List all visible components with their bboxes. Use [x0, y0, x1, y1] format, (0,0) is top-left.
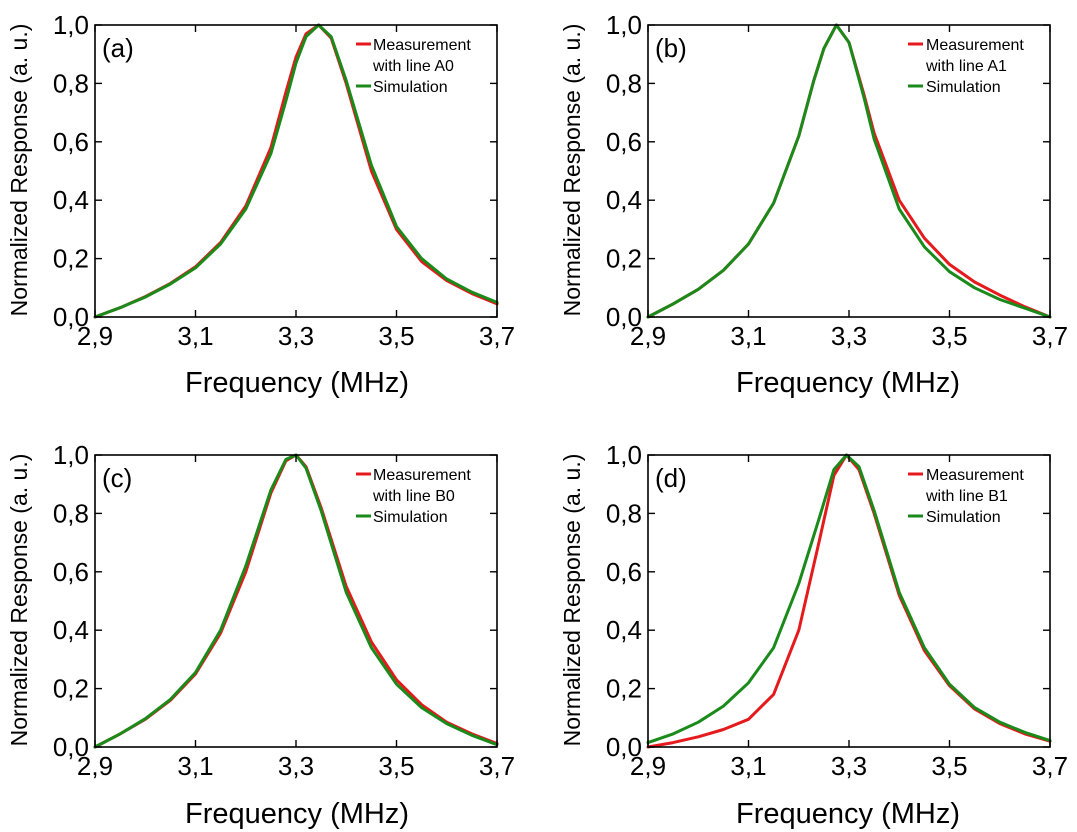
x-tick-label: 3,5 [931, 751, 967, 781]
legend-label-measurement: Measurement [926, 37, 1024, 54]
x-tick-label: 3,3 [831, 321, 867, 351]
legend-label-measurement-line: with line A1 [925, 58, 1007, 75]
y-tick-label: 0,0 [606, 732, 642, 762]
x-tick-label: 2,9 [77, 751, 113, 781]
y-tick-label: 1,0 [53, 10, 89, 40]
legend-label-simulation: Simulation [373, 509, 448, 526]
y-tick-label: 0,2 [606, 674, 642, 704]
y-tick-label: 0,6 [53, 557, 89, 587]
panel-label: (a) [102, 33, 134, 63]
x-tick-label: 3,5 [378, 321, 414, 351]
x-tick-label: 3,3 [831, 751, 867, 781]
y-tick-label: 0,2 [53, 674, 89, 704]
y-tick-label: 0,4 [53, 185, 89, 215]
legend-label-measurement: Measurement [373, 37, 471, 54]
chart-panel-c: Normalized Response (a. u.) Frequency (M… [6, 440, 515, 830]
legend-label-simulation: Simulation [373, 79, 448, 96]
chart-panel-b: Normalized Response (a. u.) Frequency (M… [559, 10, 1068, 399]
y-tick-label: 0,8 [606, 498, 642, 528]
y-tick-label: 0,4 [606, 185, 642, 215]
y-tick-label: 0,6 [53, 127, 89, 157]
y-tick-label: 0,0 [53, 732, 89, 762]
legend-label-measurement: Measurement [373, 467, 471, 484]
legend-label-measurement: Measurement [926, 467, 1024, 484]
x-tick-label: 3,3 [278, 321, 314, 351]
series-line-simulation [646, 23, 1052, 319]
x-axis-title: Frequency (MHz) [736, 798, 960, 830]
y-tick-label: 0,2 [53, 244, 89, 274]
x-tick-label: 3,1 [177, 321, 213, 351]
legend: Measurement with line B0 Simulation [356, 467, 471, 526]
y-tick-label: 0,4 [606, 615, 642, 645]
legend: Measurement with line B1 Simulation [908, 467, 1024, 526]
series-line-simulation [93, 23, 499, 319]
y-axis-title: Normalized Response (a. u.) [559, 24, 585, 317]
y-tick-label: 0,6 [606, 127, 642, 157]
legend: Measurement with line A1 Simulation [908, 37, 1024, 96]
y-tick-label: 1,0 [606, 440, 642, 470]
legend-label-measurement-line: with line B1 [925, 488, 1008, 505]
y-tick-label: 0,8 [53, 68, 89, 98]
panel-label: (d) [655, 463, 687, 493]
y-tick-label: 0,4 [53, 615, 89, 645]
x-axis-title: Frequency (MHz) [185, 798, 409, 830]
legend-label-simulation: Simulation [926, 79, 1001, 96]
x-tick-label: 3,5 [378, 751, 414, 781]
x-tick-label: 3,7 [1032, 321, 1068, 351]
x-axis-title: Frequency (MHz) [185, 367, 409, 399]
x-tick-label: 2,9 [630, 751, 666, 781]
legend: Measurement with line A0 Simulation [356, 37, 471, 96]
panel-label: (c) [102, 463, 132, 493]
y-axis-title: Normalized Response (a. u.) [559, 454, 585, 747]
legend-label-simulation: Simulation [926, 509, 1001, 526]
x-tick-label: 3,7 [479, 321, 515, 351]
x-tick-label: 3,1 [730, 751, 766, 781]
y-tick-label: 0,0 [606, 302, 642, 332]
legend-label-measurement-line: with line A0 [372, 58, 454, 75]
x-tick-label: 2,9 [77, 321, 113, 351]
x-tick-label: 3,7 [479, 751, 515, 781]
x-tick-label: 3,5 [931, 321, 967, 351]
y-tick-label: 1,0 [53, 440, 89, 470]
y-axis-title: Normalized Response (a. u.) [6, 454, 32, 747]
x-axis-title: Frequency (MHz) [736, 367, 960, 399]
y-tick-label: 0,8 [606, 68, 642, 98]
x-tick-label: 3,7 [1032, 751, 1068, 781]
chart-panel-d: Normalized Response (a. u.) Frequency (M… [559, 440, 1068, 830]
y-tick-label: 0,6 [606, 557, 642, 587]
y-axis-title: Normalized Response (a. u.) [6, 24, 32, 317]
y-tick-label: 0,0 [53, 302, 89, 332]
x-tick-label: 3,1 [177, 751, 213, 781]
x-tick-label: 2,9 [630, 321, 666, 351]
x-tick-label: 3,3 [278, 751, 314, 781]
chart-panel-a: Normalized Response (a. u.) Frequency (M… [6, 10, 515, 399]
y-tick-label: 0,2 [606, 244, 642, 274]
y-tick-label: 0,8 [53, 498, 89, 528]
legend-label-measurement-line: with line B0 [372, 488, 455, 505]
y-tick-label: 1,0 [606, 10, 642, 40]
x-tick-label: 3,1 [730, 321, 766, 351]
panel-label: (b) [655, 33, 687, 63]
